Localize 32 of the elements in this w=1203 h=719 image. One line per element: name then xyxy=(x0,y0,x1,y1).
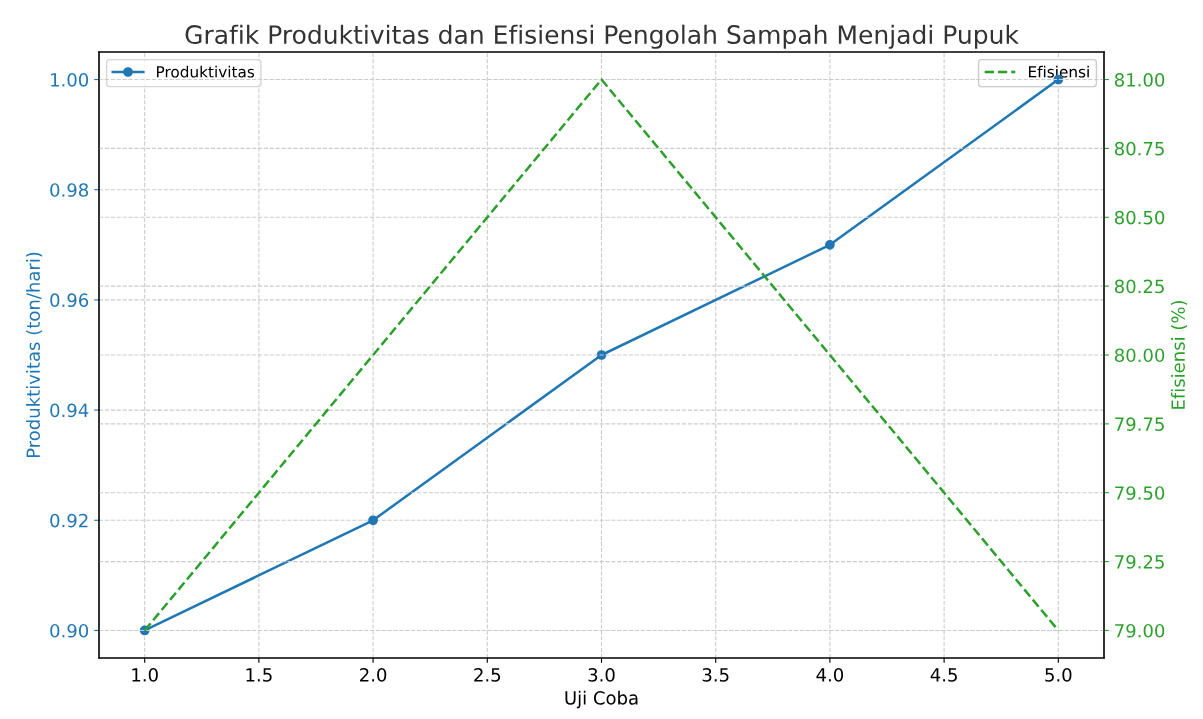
chart-title: Grafik Produktivitas dan Efisiensi Pengolah Sampah Menjadi Pupuk xyxy=(185,24,1019,49)
y2-tick-label: 80.50 xyxy=(1114,210,1165,225)
x-tick-label: 3.5 xyxy=(702,668,729,682)
x-tick-label: 3.0 xyxy=(588,668,615,682)
y-tick-label: 0.98 xyxy=(50,183,89,197)
x-tick-label: 2.0 xyxy=(360,668,387,682)
x-tick-label: 2.5 xyxy=(474,668,501,682)
x-tick-label: 1.0 xyxy=(132,668,158,682)
y2-axis-title: Efisiensi (%) xyxy=(1170,300,1188,409)
legend-label: Produktivitas xyxy=(157,65,255,78)
x-axis-title: Uji Coba xyxy=(565,690,638,709)
x-tick-label: 5.0 xyxy=(1045,668,1072,682)
x-tick-label: 1.5 xyxy=(246,668,272,682)
y2-tick-label: 79.00 xyxy=(1115,623,1165,638)
x-tick-label: 4.0 xyxy=(816,668,844,682)
y-tick-label: 0.96 xyxy=(50,293,89,308)
y-axis-title: Produktivitas (ton/hari) xyxy=(26,252,43,458)
y-tick-label: 1.00 xyxy=(51,73,89,87)
y2-tick-label: 80.00 xyxy=(1114,348,1165,363)
y2-tick-label: 79.75 xyxy=(1115,417,1164,431)
y-tick-label: 0.92 xyxy=(50,513,88,528)
y-tick-label: 0.90 xyxy=(50,623,89,638)
x-tick-label: 4.5 xyxy=(930,668,957,682)
y2-tick-label: 79.25 xyxy=(1115,555,1164,569)
legend-label: Efisiensi xyxy=(1028,65,1089,78)
point xyxy=(825,239,835,250)
y2-tick-label: 79.50 xyxy=(1115,486,1165,500)
y2-tick-label: 81.00 xyxy=(1114,73,1165,87)
y-tick-label: 0.94 xyxy=(50,403,89,418)
point xyxy=(368,515,378,526)
y2-tick-label: 80.25 xyxy=(1114,279,1164,294)
y2-tick-label: 80.75 xyxy=(1114,141,1164,156)
